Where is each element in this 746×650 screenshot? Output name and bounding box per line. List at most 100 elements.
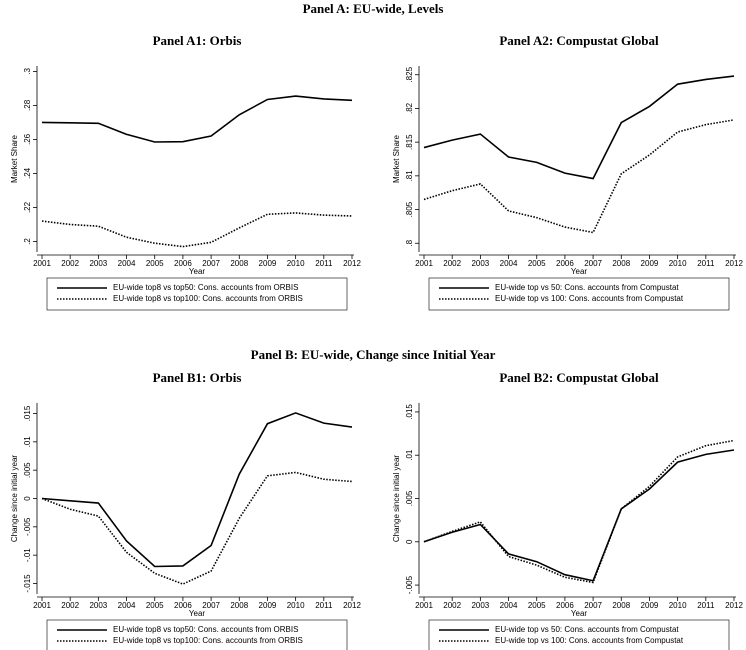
x-tick-label: 2009 (259, 259, 277, 268)
y-tick-label: .81 (405, 170, 414, 182)
y-tick-label: .01 (405, 449, 414, 461)
series-line (41, 95, 353, 143)
y-tick-label: .825 (405, 66, 414, 82)
x-tick-label: 2010 (287, 601, 305, 610)
y-tick-label: -.01 (23, 548, 32, 562)
y-tick-label: .005 (23, 462, 32, 478)
x-axis-label: Year (571, 267, 588, 276)
legend-label: EU-wide top8 vs top50: Cons. accounts fr… (113, 283, 298, 292)
legend-box (46, 277, 348, 311)
y-tick-label: .24 (23, 167, 32, 179)
x-tick-label: 2011 (315, 259, 333, 268)
y-axis-label: Change since initial year (392, 455, 401, 542)
section-heading: Panel A: EU-wide, Levels (303, 1, 444, 16)
x-tick-label: 2004 (500, 601, 518, 610)
x-tick-label: 2007 (202, 601, 220, 610)
x-tick-label: 2005 (146, 601, 164, 610)
legend-box (428, 619, 730, 650)
x-tick-label: 2006 (556, 259, 574, 268)
legend-label: EU-wide top vs 50: Cons. accounts from C… (495, 283, 679, 292)
x-tick-label: 2004 (118, 259, 136, 268)
section-heading: Panel B: EU-wide, Change since Initial Y… (251, 347, 496, 362)
x-tick-label: 2010 (669, 601, 687, 610)
y-axis-label: Market Share (10, 134, 19, 183)
x-tick-label: 2008 (612, 259, 630, 268)
x-tick-label: 2009 (641, 601, 659, 610)
legend-label: EU-wide top vs 100: Cons. accounts from … (495, 294, 684, 303)
x-tick-label: 2012 (725, 601, 743, 610)
x-tick-label: 2012 (343, 259, 361, 268)
x-tick-label: 2004 (118, 601, 136, 610)
x-tick-label: 2001 (33, 259, 51, 268)
y-tick-label: .805 (405, 201, 414, 217)
x-axis-label: Year (189, 267, 206, 276)
y-tick-label: .005 (405, 490, 414, 506)
legend-label: EU-wide top vs 50: Cons. accounts from C… (495, 625, 679, 634)
x-tick-label: 2012 (343, 601, 361, 610)
x-tick-label: 2010 (287, 259, 305, 268)
legend-box (428, 277, 730, 311)
x-tick-label: 2002 (61, 601, 79, 610)
y-tick-label: .015 (23, 405, 32, 421)
x-tick-label: 2002 (61, 259, 79, 268)
legend-label: EU-wide top8 vs top100: Cons. accounts f… (113, 294, 303, 303)
x-tick-label: 2003 (89, 601, 107, 610)
x-tick-label: 2005 (528, 601, 546, 610)
y-tick-label: -.005 (405, 575, 414, 594)
x-tick-label: 2003 (471, 601, 489, 610)
legend-label: EU-wide top8 vs top50: Cons. accounts fr… (113, 625, 298, 634)
y-tick-label: .26 (23, 133, 32, 145)
chart-title: Panel A2: Compustat Global (499, 33, 659, 48)
x-tick-label: 2002 (443, 259, 461, 268)
x-tick-label: 2004 (500, 259, 518, 268)
x-tick-label: 2009 (641, 259, 659, 268)
chart-title: Panel A1: Orbis (153, 33, 242, 48)
y-tick-label: .28 (23, 99, 32, 111)
x-tick-label: 2011 (697, 259, 715, 268)
y-tick-label: .82 (405, 102, 414, 114)
chart-title: Panel B1: Orbis (153, 370, 242, 385)
x-tick-label: 2003 (471, 259, 489, 268)
x-tick-label: 2007 (584, 601, 602, 610)
y-axis-label: Market Share (392, 134, 401, 183)
x-axis-label: Year (571, 609, 588, 618)
y-tick-label: .815 (405, 134, 414, 150)
y-tick-label: .8 (405, 239, 414, 246)
x-tick-label: 2011 (315, 601, 333, 610)
series-line (423, 119, 735, 234)
legend-label: EU-wide top vs 100: Cons. accounts from … (495, 636, 684, 645)
x-tick-label: 2010 (669, 259, 687, 268)
y-tick-label: .3 (23, 68, 32, 75)
y-tick-label: 0 (405, 539, 414, 544)
legend-label: EU-wide top8 vs top100: Cons. accounts f… (113, 636, 303, 645)
x-tick-label: 2007 (202, 259, 220, 268)
series-line (423, 75, 735, 180)
series-line (41, 471, 353, 585)
x-tick-label: 2001 (415, 259, 433, 268)
y-tick-label: .22 (23, 201, 32, 213)
y-tick-label: .01 (23, 436, 32, 448)
x-tick-label: 2011 (697, 601, 715, 610)
y-tick-label: 0 (23, 496, 32, 501)
y-tick-label: -.015 (23, 574, 32, 593)
chart-title: Panel B2: Compustat Global (499, 370, 659, 385)
x-tick-label: 2006 (556, 601, 574, 610)
x-tick-label: 2005 (528, 259, 546, 268)
y-axis-label: Change since initial year (10, 455, 19, 542)
legend-box (46, 619, 348, 650)
x-tick-label: 2003 (89, 259, 107, 268)
y-tick-label: .015 (405, 404, 414, 420)
series-line (41, 212, 353, 248)
x-tick-label: 2008 (612, 601, 630, 610)
x-tick-label: 2005 (146, 259, 164, 268)
x-tick-label: 2012 (725, 259, 743, 268)
x-axis-label: Year (189, 609, 206, 618)
x-tick-label: 2001 (415, 601, 433, 610)
x-tick-label: 2007 (584, 259, 602, 268)
y-tick-label: .2 (23, 238, 32, 245)
x-tick-label: 2008 (230, 601, 248, 610)
x-tick-label: 2009 (259, 601, 277, 610)
x-tick-label: 2002 (443, 601, 461, 610)
y-tick-label: -.005 (23, 517, 32, 536)
